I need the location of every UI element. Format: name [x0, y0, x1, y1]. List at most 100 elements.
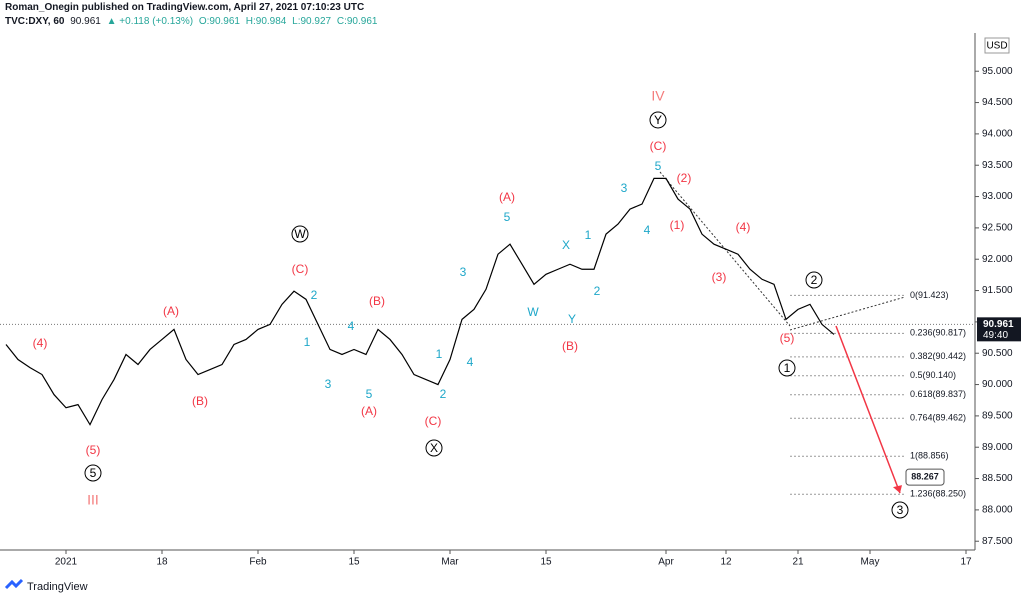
wave-label: (A) — [499, 190, 515, 204]
fib-label: 0.236(90.817) — [910, 328, 966, 338]
publisher: Roman_Onegin published on TradingView.co… — [5, 2, 365, 13]
wave-label: X — [430, 441, 438, 455]
wave-label: (4) — [33, 336, 48, 350]
wave-label: W — [527, 305, 539, 319]
y-tick-label: 92.500 — [982, 223, 1013, 234]
wave-label: 4 — [467, 355, 474, 369]
y-tick-label: 95.000 — [982, 66, 1013, 77]
wave-label: (5) — [780, 331, 795, 345]
high: H:90.984 — [245, 16, 287, 27]
x-tick-label: Mar — [441, 557, 459, 568]
wave-label: 4 — [644, 223, 651, 237]
y-tick-label: 88.000 — [982, 505, 1013, 516]
countdown: 49:40 — [983, 330, 1008, 341]
wave-label: (A) — [163, 304, 179, 318]
wave-label: 2 — [440, 387, 447, 401]
wave-label: 5 — [366, 387, 373, 401]
fib-label: 0.764(89.462) — [910, 413, 966, 423]
fib-label: 0.5(90.140) — [910, 370, 956, 380]
x-tick-label: 15 — [348, 557, 360, 568]
wave-label: 4 — [348, 319, 355, 333]
wave-label: 3 — [621, 181, 628, 195]
x-tick-label: 15 — [540, 557, 552, 568]
wave-circle — [649, 111, 667, 129]
fib-label: 1(88.856) — [910, 451, 949, 461]
low: L:90.927 — [292, 16, 332, 27]
wave-label: Y — [568, 312, 576, 326]
wave-label: (4) — [736, 220, 751, 234]
wave-label: 2 — [311, 288, 318, 302]
y-tick-label: 93.500 — [982, 160, 1013, 171]
wave-label: 5 — [655, 159, 662, 173]
fib-label: 1.236(88.250) — [910, 489, 966, 499]
y-tick-label: 90.000 — [982, 379, 1013, 390]
y-tick-label: 90.500 — [982, 348, 1013, 359]
logo-icon — [4, 578, 24, 590]
x-tick-label: May — [861, 557, 880, 568]
wave-label: (B) — [562, 339, 578, 353]
wave-label: 1 — [784, 361, 791, 375]
wave-label: W — [294, 227, 306, 241]
price-tag — [977, 317, 1021, 342]
fib-label: 0(91.423) — [910, 290, 949, 300]
y-tick-label: 92.000 — [982, 254, 1013, 265]
price: 90.961 — [70, 16, 101, 27]
wave-label: (C) — [650, 139, 667, 153]
y-tick-label: 94.500 — [982, 97, 1013, 108]
y-tick-label: 87.500 — [982, 536, 1013, 547]
wave-circle — [778, 359, 796, 377]
wave-circle — [425, 439, 443, 457]
wave-circle — [891, 501, 909, 519]
y-tick-label: 91.500 — [982, 285, 1013, 296]
brand: TradingView — [27, 581, 88, 593]
wave-label: III — [87, 492, 99, 508]
wave-label: 5 — [90, 466, 97, 480]
arrow-head — [893, 485, 902, 494]
wave-label: (2) — [677, 171, 692, 185]
target-box — [905, 468, 945, 486]
wave-label: (5) — [86, 443, 101, 457]
wave-label: 5 — [504, 210, 511, 224]
wave-label: (3) — [712, 270, 727, 284]
wave-label: IV — [651, 88, 665, 104]
open: O:90.961 — [198, 16, 240, 27]
wave-label: 1 — [304, 335, 311, 349]
fib-label: 0.382(90.442) — [910, 351, 966, 361]
wave-label: (C) — [292, 262, 309, 276]
trend-line — [789, 296, 906, 331]
price-tag-label: 90.961 — [983, 319, 1014, 330]
wave-label: (B) — [369, 294, 385, 308]
wave-label: X — [562, 238, 570, 252]
wave-circle — [84, 464, 102, 482]
x-tick-label: 18 — [156, 557, 168, 568]
x-tick-label: Feb — [249, 557, 267, 568]
x-tick-label: 12 — [720, 557, 732, 568]
wave-label: 2 — [594, 284, 601, 298]
x-tick-label: 2021 — [55, 557, 78, 568]
y-tick-label: 89.000 — [982, 442, 1013, 453]
close: C:90.961 — [336, 16, 378, 27]
wave-circle — [291, 225, 309, 243]
wave-label: 2 — [811, 273, 818, 287]
forecast-arrow — [835, 325, 901, 494]
y-tick-label: 94.000 — [982, 129, 1013, 140]
symbol-bar: TVC:DXY, 60 90.961 ▲ +0.118 (+0.13%) O:9… — [5, 16, 380, 27]
wave-label: Y — [654, 113, 662, 127]
wave-circle — [805, 271, 823, 289]
currency-box — [984, 37, 1010, 54]
change: ▲ +0.118 (+0.13%) — [106, 16, 194, 27]
wave-label: (A) — [361, 404, 377, 418]
y-tick-label: 93.000 — [982, 191, 1013, 202]
currency: USD — [986, 41, 1007, 52]
fib-label: 0.618(89.837) — [910, 389, 966, 399]
wave-label: (1) — [670, 218, 685, 232]
target-label: 88.267 — [911, 472, 939, 482]
wave-label: 3 — [460, 265, 467, 279]
wave-label: 3 — [325, 377, 332, 391]
price-line-series — [5, 177, 835, 426]
wave-label: 1 — [436, 347, 443, 361]
wave-label: 3 — [897, 503, 904, 517]
x-tick-label: 21 — [792, 557, 804, 568]
